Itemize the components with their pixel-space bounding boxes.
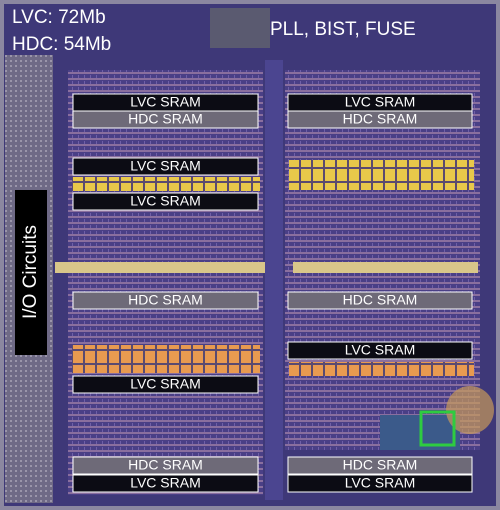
capacity-hdc: HDC: 54Mb [12, 34, 111, 55]
capacity-lvc: LVC: 72Mb [12, 7, 106, 28]
sram-label: HDC SRAM [128, 111, 203, 127]
sram-label-box [287, 291, 473, 310]
sram-label: LVC SRAM [345, 475, 416, 491]
spine [265, 60, 283, 500]
sram-label: HDC SRAM [128, 457, 203, 473]
gold-bar [55, 262, 265, 273]
array-right [285, 70, 480, 450]
sram-label-box [72, 192, 259, 211]
sram-label-box [287, 341, 473, 360]
pll-block [210, 8, 270, 48]
sram-label: LVC SRAM [345, 342, 416, 358]
sram-label-box [72, 157, 259, 176]
gold-bar [293, 262, 478, 273]
sram-label-box [72, 375, 259, 394]
sram-label: HDC SRAM [343, 111, 418, 127]
sram-label: LVC SRAM [130, 158, 201, 174]
sram-label-box [287, 110, 473, 129]
sram-label: LVC SRAM [345, 94, 416, 110]
io-label-box [15, 190, 47, 355]
sram-label-box [72, 110, 259, 129]
top-block-label: PLL, BIST, FUSE [270, 19, 416, 40]
sram-label: LVC SRAM [130, 193, 201, 209]
sram-label-box [287, 474, 473, 493]
io-label: I/O Circuits [20, 225, 41, 319]
sram-label: HDC SRAM [343, 457, 418, 473]
sram-label-box [72, 474, 259, 493]
sram-label-box [287, 456, 473, 475]
sram-label: LVC SRAM [130, 475, 201, 491]
sram-label: HDC SRAM [343, 292, 418, 308]
sram-label: HDC SRAM [128, 292, 203, 308]
sram-label-box [72, 456, 259, 475]
green-square [419, 410, 456, 447]
sram-label: LVC SRAM [130, 94, 201, 110]
array-left [68, 70, 263, 495]
sram-label-box [72, 291, 259, 310]
blob [446, 386, 494, 434]
sram-label: LVC SRAM [130, 376, 201, 392]
